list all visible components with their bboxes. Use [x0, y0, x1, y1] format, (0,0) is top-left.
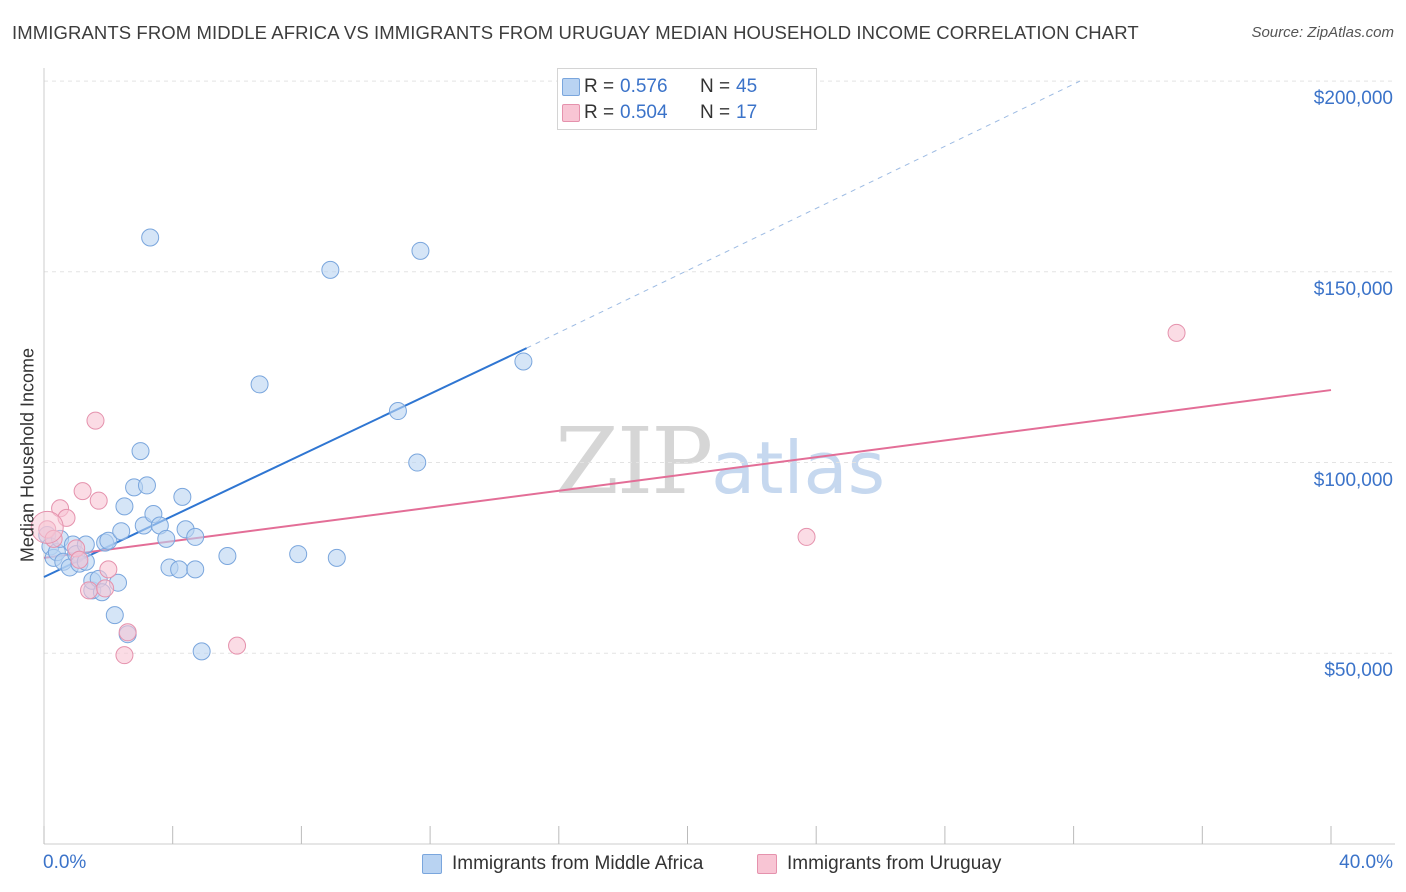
legend-n-value: 17	[736, 102, 758, 123]
watermark: ZIPatlas	[555, 408, 885, 515]
legend-row-uruguay: R = 0.504 N = 17	[562, 101, 758, 125]
data-point-uruguay	[228, 636, 247, 655]
axis-layer	[43, 68, 1395, 845]
data-point-middle-africa	[157, 529, 176, 548]
x-tick-label: 0.0%	[43, 852, 87, 873]
data-point-middle-africa	[137, 476, 156, 495]
data-point-middle-africa	[99, 531, 118, 550]
data-point-uruguay	[96, 579, 115, 598]
data-point-uruguay	[70, 550, 89, 569]
legend-n-label: N =	[700, 102, 731, 123]
y-tick-label: $50,000	[1324, 660, 1393, 682]
legend-n-value: 45	[736, 76, 758, 97]
data-point-uruguay	[99, 560, 118, 579]
series-legend-middle-africa[interactable]: Immigrants from Middle Africa	[422, 852, 703, 876]
source-credit: Source: ZipAtlas.com	[1251, 24, 1394, 41]
data-point-middle-africa	[514, 352, 533, 371]
y-tick-label: $100,000	[1313, 469, 1393, 491]
data-point-uruguay	[80, 581, 99, 600]
chart-title: IMMIGRANTS FROM MIDDLE AFRICA VS IMMIGRA…	[12, 22, 1139, 43]
data-point-middle-africa	[218, 546, 237, 565]
data-point-middle-africa	[173, 487, 192, 506]
data-point-middle-africa	[115, 497, 134, 516]
legend-r-value: 0.576	[620, 76, 668, 97]
series-legend-label: Immigrants from Middle Africa	[452, 853, 704, 874]
data-point-middle-africa	[388, 402, 407, 421]
trend-line	[43, 389, 1332, 559]
y-axis-label: Median Household Income	[17, 347, 38, 563]
series-swatch-pink	[757, 854, 777, 874]
legend-swatch-pink	[562, 104, 580, 122]
data-point-middle-africa	[170, 560, 189, 579]
data-point-middle-africa	[411, 241, 430, 260]
legend-swatch-blue	[562, 78, 580, 96]
stats-legend: R = 0.576 N = 45 R = 0.504 N = 17	[557, 68, 817, 130]
legend-r-label: R =	[584, 76, 615, 97]
data-point-uruguay	[89, 491, 108, 510]
data-point-middle-africa	[186, 527, 205, 546]
data-point-uruguay-cluster	[30, 510, 64, 544]
data-point-middle-africa	[186, 560, 205, 579]
data-point-middle-africa	[250, 375, 269, 394]
data-point-uruguay	[73, 482, 92, 501]
data-point-middle-africa	[105, 606, 124, 625]
grid-layer	[44, 80, 1395, 654]
watermark-zip: ZIP	[555, 408, 713, 515]
data-point-middle-africa	[327, 548, 346, 567]
data-point-middle-africa	[112, 522, 131, 541]
trend-line-layer	[43, 80, 1332, 578]
data-point-middle-africa	[408, 453, 427, 472]
series-swatch-blue	[422, 854, 442, 874]
data-point-middle-africa	[321, 260, 340, 279]
data-point-middle-africa	[192, 642, 211, 661]
data-point-uruguay	[1167, 323, 1186, 342]
x-tick-label: 40.0%	[1339, 852, 1393, 873]
legend-r-value: 0.504	[620, 102, 668, 123]
trend-line-extension	[526, 80, 1081, 349]
legend-n-label: N =	[700, 76, 731, 97]
y-tick-label: $150,000	[1313, 278, 1393, 300]
legend-r-label: R =	[584, 102, 615, 123]
data-point-uruguay	[115, 646, 134, 665]
data-point-uruguay	[86, 411, 105, 430]
y-tick-label: $200,000	[1313, 88, 1393, 110]
data-point-uruguay	[118, 623, 137, 642]
data-point-uruguay	[797, 527, 816, 546]
data-point-middle-africa	[131, 442, 150, 461]
series-legend-uruguay[interactable]: Immigrants from Uruguay	[757, 852, 1001, 876]
point-layer	[30, 228, 1186, 665]
data-point-middle-africa	[289, 545, 308, 564]
legend-row-middle-africa: R = 0.576 N = 45	[562, 75, 758, 99]
data-point-middle-africa	[141, 228, 160, 247]
series-legend-label: Immigrants from Uruguay	[787, 853, 1002, 874]
